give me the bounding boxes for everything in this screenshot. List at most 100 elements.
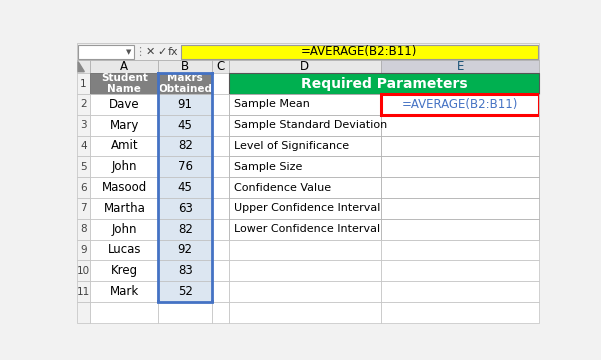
Bar [77, 43, 539, 60]
Bar [381, 198, 539, 219]
Text: C: C [216, 60, 225, 73]
Bar [212, 94, 229, 115]
Bar [77, 219, 91, 239]
Bar [91, 260, 158, 281]
Text: 7: 7 [81, 203, 87, 213]
Bar [158, 73, 212, 302]
Bar [158, 177, 212, 198]
Bar [229, 302, 381, 323]
Text: 11: 11 [77, 287, 90, 297]
Bar [91, 177, 158, 198]
Text: 82: 82 [178, 222, 193, 236]
Text: Lower Confidence Interval: Lower Confidence Interval [234, 224, 380, 234]
Bar [77, 136, 91, 156]
Text: Amit: Amit [111, 139, 138, 153]
Text: Makrs
Obtained: Makrs Obtained [158, 73, 212, 94]
Text: 5: 5 [81, 162, 87, 172]
Text: Mark: Mark [110, 285, 139, 298]
Bar [158, 156, 212, 177]
Bar [157, 72, 160, 75]
Bar [77, 115, 91, 136]
Bar [91, 60, 158, 73]
Text: 82: 82 [178, 139, 193, 153]
Bar [77, 177, 91, 198]
Bar [77, 239, 91, 260]
Bar [158, 239, 212, 260]
Text: 76: 76 [178, 160, 193, 173]
Bar [229, 94, 381, 115]
Bar [91, 198, 158, 219]
Bar [212, 219, 229, 239]
Bar [229, 260, 381, 281]
Text: 92: 92 [178, 243, 193, 256]
Bar [77, 281, 91, 302]
Bar [381, 94, 539, 115]
Bar [212, 260, 229, 281]
Bar [158, 281, 212, 302]
Bar [229, 281, 381, 302]
Text: 3: 3 [81, 120, 87, 130]
Text: Level of Significance: Level of Significance [234, 141, 349, 151]
Bar [158, 115, 212, 136]
Bar [229, 156, 381, 177]
Bar [229, 219, 381, 239]
Bar [77, 302, 91, 323]
Text: 2: 2 [81, 99, 87, 109]
Bar [381, 60, 539, 73]
Bar [229, 60, 381, 73]
Bar [91, 115, 158, 136]
Bar [212, 198, 229, 219]
Bar [212, 281, 229, 302]
Bar [212, 136, 229, 156]
Text: 91: 91 [178, 98, 193, 111]
Bar [158, 219, 212, 239]
Text: John: John [112, 222, 137, 236]
Text: =AVERAGE(B2:B11): =AVERAGE(B2:B11) [402, 98, 518, 111]
Bar [91, 73, 158, 94]
Text: Martha: Martha [103, 202, 145, 215]
Bar [77, 73, 91, 94]
Text: B: B [181, 60, 189, 73]
Bar [77, 94, 91, 115]
Text: E: E [456, 60, 464, 73]
Bar [77, 260, 91, 281]
Text: John: John [112, 160, 137, 173]
Text: Required Parameters: Required Parameters [301, 77, 468, 91]
Text: 83: 83 [178, 264, 192, 277]
Text: fx: fx [168, 47, 178, 57]
Text: Upper Confidence Interval: Upper Confidence Interval [234, 203, 380, 213]
Text: 45: 45 [178, 119, 193, 132]
Bar [91, 281, 158, 302]
Text: Confidence Value: Confidence Value [234, 183, 331, 193]
Bar [212, 302, 229, 323]
Bar [381, 115, 539, 136]
Bar [381, 302, 539, 323]
Bar [229, 115, 381, 136]
Bar [381, 156, 539, 177]
Bar [229, 73, 539, 94]
Bar [212, 73, 229, 94]
Text: ✕: ✕ [146, 47, 155, 57]
Text: Sample Standard Deviation: Sample Standard Deviation [234, 120, 387, 130]
Bar [158, 60, 212, 73]
Bar [229, 136, 381, 156]
Bar [381, 239, 539, 260]
Bar [229, 177, 381, 198]
Bar [158, 136, 212, 156]
Text: ▼: ▼ [126, 49, 132, 55]
Text: ⋮: ⋮ [134, 47, 145, 57]
Bar [212, 115, 229, 136]
Bar [77, 198, 91, 219]
Text: Student
Name: Student Name [101, 73, 148, 94]
Bar [91, 239, 158, 260]
Bar [180, 45, 538, 59]
Bar [77, 60, 91, 73]
Text: 6: 6 [81, 183, 87, 193]
Bar [212, 239, 229, 260]
Bar [381, 136, 539, 156]
Bar [229, 239, 381, 260]
Bar [91, 302, 158, 323]
Bar [78, 45, 133, 59]
Polygon shape [78, 62, 84, 72]
Bar [381, 94, 539, 115]
